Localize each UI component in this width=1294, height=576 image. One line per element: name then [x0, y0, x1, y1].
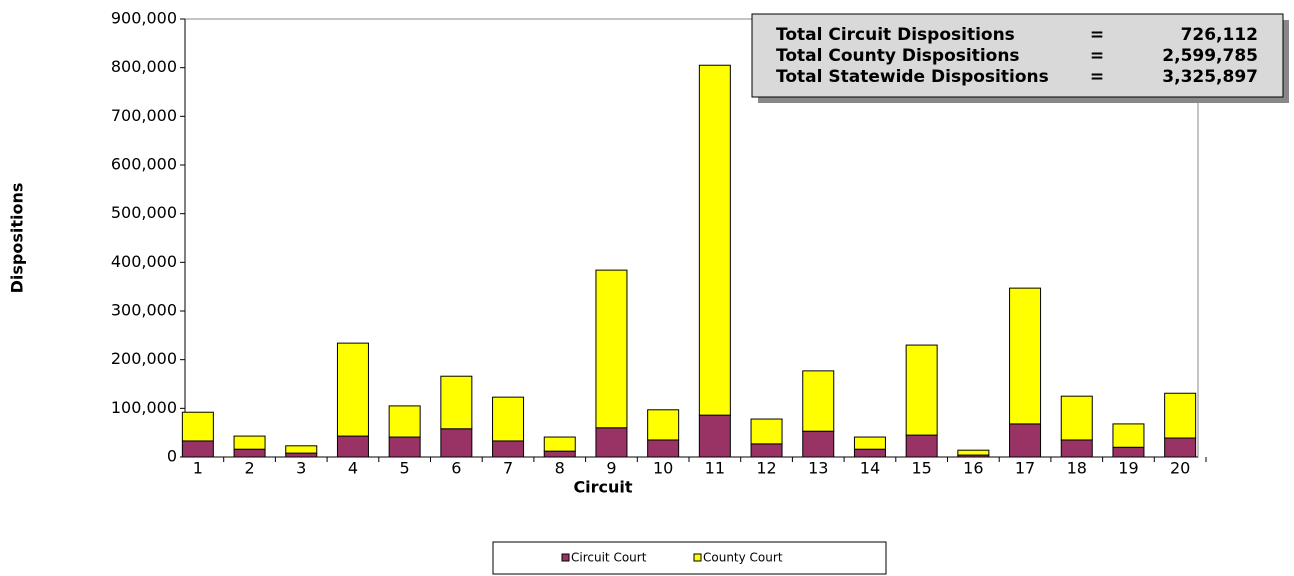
bar-segment [388, 436, 421, 458]
annotation-equals: = [1090, 67, 1104, 87]
bar-segment [233, 435, 266, 450]
bar-segment [388, 405, 421, 438]
bar-segment [853, 448, 886, 458]
bar-segment [233, 448, 266, 458]
y-tick-label: 200,000 [111, 349, 177, 368]
annotation-value: 726,112 [1181, 25, 1258, 45]
x-tick-label: 5 [400, 459, 410, 478]
bar-segment [802, 430, 835, 458]
x-tick-label: 16 [963, 459, 983, 478]
bar-segment [543, 450, 576, 458]
x-tick-label: 11 [705, 459, 725, 478]
annotation-label: Total Statewide Dispositions [776, 67, 1049, 87]
y-tick-label: 500,000 [111, 203, 177, 222]
bar-segment [595, 427, 628, 458]
x-tick-label: 19 [1118, 459, 1138, 478]
bar-segment [440, 375, 473, 430]
x-tick-label: 20 [1170, 459, 1190, 478]
y-tick-label: 300,000 [111, 301, 177, 320]
legend-swatch [693, 553, 702, 562]
y-tick-label: 600,000 [111, 155, 177, 174]
bar-segment [336, 342, 369, 437]
bar-segment [1060, 439, 1093, 458]
x-tick-label: 1 [193, 459, 203, 478]
bar-segment [698, 64, 731, 416]
y-axis-label: Dispositions [8, 183, 27, 294]
x-tick-label: 14 [860, 459, 880, 478]
bar-segment [1164, 392, 1197, 439]
x-tick-label: 4 [348, 459, 358, 478]
legend-label: County Court [703, 551, 783, 565]
bar-segment [181, 411, 214, 442]
bar-segment [802, 370, 835, 432]
bar-segment [440, 428, 473, 458]
x-tick-label: 7 [503, 459, 513, 478]
legend-box [492, 541, 887, 575]
bar-segment [336, 435, 369, 458]
x-tick-label: 18 [1067, 459, 1087, 478]
bar-segment [543, 436, 576, 452]
annotation-equals: = [1090, 46, 1104, 66]
annotation-box [751, 13, 1284, 98]
x-axis-label: Circuit [573, 478, 632, 497]
y-tick-label: 900,000 [111, 9, 177, 28]
y-tick-label: 100,000 [111, 398, 177, 417]
x-tick-label: 10 [653, 459, 673, 478]
bar-segment [181, 440, 214, 458]
bar-segment [1009, 423, 1042, 458]
y-tick-label: 0 [167, 447, 177, 466]
x-tick-label: 15 [911, 459, 931, 478]
x-tick-label: 17 [1015, 459, 1035, 478]
x-tick-label: 6 [451, 459, 461, 478]
y-tick-label: 400,000 [111, 252, 177, 271]
bar-segment [957, 449, 990, 456]
bar-segment [853, 436, 886, 450]
bar-segment [647, 409, 680, 441]
bar-segment [1112, 423, 1145, 448]
annotation-label: Total County Dispositions [776, 46, 1020, 66]
bar-segment [285, 445, 318, 454]
x-tick-label: 2 [244, 459, 254, 478]
annotation-equals: = [1090, 25, 1104, 45]
bar-segment [1112, 446, 1145, 458]
bar-segment [492, 396, 525, 442]
bar-segment [750, 418, 783, 445]
annotation-label: Total Circuit Dispositions [776, 25, 1015, 45]
bar-segment [905, 344, 938, 436]
x-tick-label: 3 [296, 459, 306, 478]
bar-segment [1009, 287, 1042, 425]
y-tick-label: 800,000 [111, 57, 177, 76]
x-tick-label: 9 [606, 459, 616, 478]
legend-label: Circuit Court [571, 551, 647, 565]
bar-segment [905, 434, 938, 458]
annotation-value: 3,325,897 [1162, 67, 1258, 87]
bar-segment [647, 439, 680, 458]
x-tick-label: 12 [756, 459, 776, 478]
bar-segment [492, 440, 525, 458]
bar-segment [1060, 395, 1093, 441]
legend-swatch [561, 553, 570, 562]
bar-segment [698, 414, 731, 458]
annotation-value: 2,599,785 [1162, 46, 1258, 66]
x-tick-label: 13 [808, 459, 828, 478]
x-tick-label: 8 [555, 459, 565, 478]
y-tick-label: 700,000 [111, 106, 177, 125]
bar-segment [595, 269, 628, 429]
bar-segment [750, 443, 783, 458]
bar-segment [1164, 437, 1197, 458]
bar-segment [285, 452, 318, 458]
